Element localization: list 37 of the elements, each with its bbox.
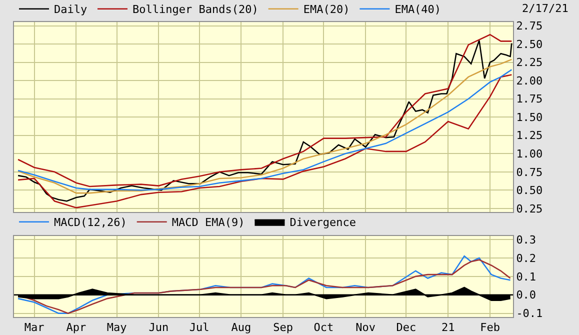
- legend-label: MACD EMA(9): [172, 216, 245, 230]
- y-tick-label: 2.50: [516, 38, 543, 51]
- x-tick-label: Jun: [148, 321, 169, 334]
- y-tick-label: 0.0: [516, 288, 536, 302]
- y-tick-label: 2.25: [516, 56, 543, 70]
- x-tick-label: Nov: [356, 321, 376, 334]
- y-tick-label: 0.25: [516, 202, 543, 216]
- x-tick-label: Feb: [480, 321, 500, 334]
- line-series: [17, 74, 512, 208]
- y-tick-label: 1.00: [516, 148, 543, 160]
- y-tick-label: 0.1: [516, 270, 536, 284]
- text: 2/17/21: [522, 2, 568, 15]
- y-tick-label: 1.75: [516, 92, 543, 106]
- y-tick-label: 1.25: [516, 129, 543, 142]
- legend-label: Daily: [54, 3, 88, 16]
- x-tick-label: Dec: [396, 321, 416, 334]
- legend-label: Divergence: [290, 216, 356, 230]
- x-tick-label: Jul: [189, 321, 210, 334]
- y-tick-label: 0.3: [516, 233, 536, 246]
- legend-label: MACD(12,26): [54, 216, 127, 230]
- x-tick-label: Sep: [273, 321, 294, 334]
- legend-label: Bollinger Bands(20): [132, 3, 258, 16]
- y-tick-label: 0.2: [516, 252, 536, 265]
- legend-label: EMA(40): [394, 3, 442, 16]
- x-tick-label: Aug: [231, 321, 252, 334]
- y-tick-label: 2.00: [516, 74, 543, 88]
- y-tick-label: -0.1: [516, 307, 543, 320]
- legend-label: EMA(20): [303, 3, 350, 16]
- x-tick-label: Apr: [66, 321, 87, 334]
- y-tick-label: 0.50: [516, 184, 543, 198]
- x-tick-label: 21: [441, 321, 455, 334]
- y-tick-label: 2.75: [516, 20, 543, 33]
- x-tick-label: Oct: [314, 321, 334, 334]
- x-tick-label: Mar: [24, 321, 45, 334]
- y-tick-label: 1.50: [516, 110, 543, 124]
- y-tick-label: 0.75: [516, 166, 543, 179]
- x-tick-label: May: [106, 321, 128, 334]
